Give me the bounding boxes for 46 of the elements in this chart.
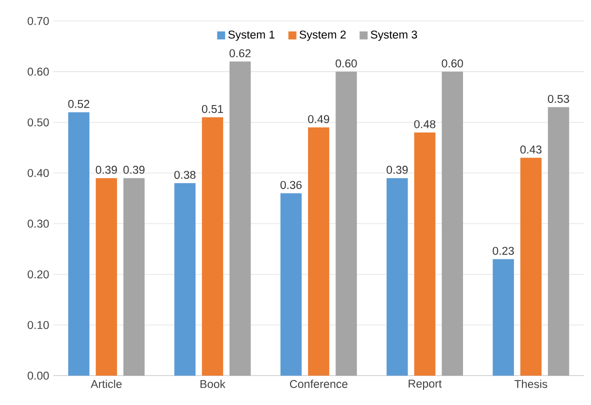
data-label: 0.38 xyxy=(174,170,196,179)
bar xyxy=(96,178,118,376)
data-label: 0.62 xyxy=(230,49,251,58)
data-label: 0.52 xyxy=(68,100,90,108)
bar xyxy=(492,259,514,376)
x-tick-label: Article xyxy=(90,380,122,388)
data-label: 0.49 xyxy=(308,115,330,124)
bar xyxy=(230,62,251,376)
legend-label: System 1 xyxy=(228,30,274,41)
y-tick-label: 0.00 xyxy=(28,372,49,380)
data-label: 0.36 xyxy=(280,180,302,189)
bar xyxy=(308,127,330,376)
data-label: 0.48 xyxy=(414,120,436,128)
y-tick-label: 0.30 xyxy=(28,220,49,228)
data-label: 0.39 xyxy=(386,166,408,174)
bar xyxy=(442,72,464,376)
bar xyxy=(386,178,408,376)
x-tick-label: Conference xyxy=(290,380,348,388)
x-tick-label: Report xyxy=(408,380,442,390)
y-tick-label: 0.70 xyxy=(28,17,49,26)
data-label: 0.60 xyxy=(336,59,357,68)
y-tick-label: 0.50 xyxy=(28,118,49,126)
x-tick-label: Thesis xyxy=(514,380,548,388)
y-tick-label: 0.20 xyxy=(28,270,49,278)
data-label: 0.39 xyxy=(96,166,117,174)
bar xyxy=(174,183,196,376)
bar xyxy=(123,178,145,376)
legend-label: System 2 xyxy=(300,30,346,41)
bar xyxy=(548,107,570,376)
data-label: 0.43 xyxy=(520,146,542,154)
y-tick-label: 0.60 xyxy=(28,68,49,76)
data-label: 0.60 xyxy=(442,59,463,68)
y-tick-label: 0.40 xyxy=(28,169,49,178)
data-label: 0.53 xyxy=(548,94,570,103)
bar xyxy=(336,72,357,376)
legend-label: System 3 xyxy=(370,30,418,41)
x-tick-label: Book xyxy=(200,380,226,388)
bar xyxy=(280,193,302,376)
data-label: 0.51 xyxy=(202,104,224,114)
y-tick-label: 0.10 xyxy=(28,321,49,330)
bar xyxy=(414,132,436,376)
bar xyxy=(520,158,542,376)
data-label: 0.39 xyxy=(123,166,144,174)
data-label: 0.23 xyxy=(492,246,514,255)
bar xyxy=(202,117,224,376)
bar xyxy=(68,112,90,376)
